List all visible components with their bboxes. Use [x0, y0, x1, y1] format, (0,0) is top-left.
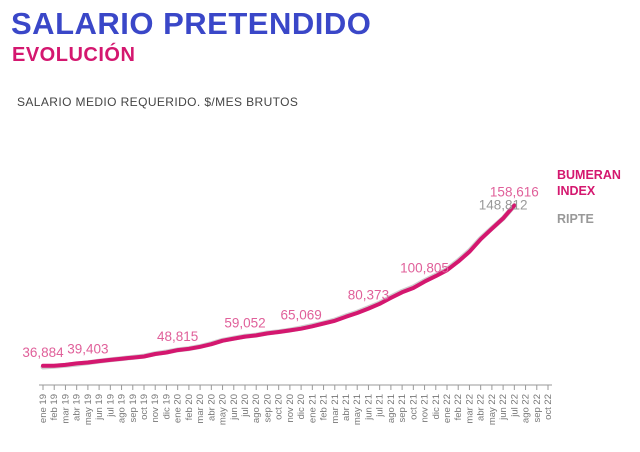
data-label: 48,815: [157, 329, 198, 344]
x-tick-label: oct 21: [408, 394, 419, 420]
x-tick-label: feb 21: [319, 394, 330, 420]
x-tick-label: ene 22: [442, 394, 453, 423]
x-tick-label: ene 20: [173, 394, 184, 423]
x-tick-label: jun 21: [363, 394, 374, 421]
data-label: 100,805: [400, 261, 449, 276]
x-tick-label: jun 22: [498, 394, 509, 421]
series-line-bumeran-index: [41, 203, 517, 368]
x-tick-label: feb 20: [184, 394, 195, 420]
legend-label: BUMERAN: [557, 168, 621, 182]
x-tick-label: ago 21: [386, 394, 397, 423]
x-tick-label: may 22: [487, 394, 498, 425]
x-tick-label: jun 20: [229, 394, 240, 421]
x-tick-label: sep 20: [262, 394, 273, 423]
x-tick-label: dic 21: [431, 394, 442, 419]
x-tick-label: sep 21: [397, 394, 408, 423]
x-tick-label: dic 19: [161, 394, 172, 419]
x-tick-label: ene 19: [38, 394, 49, 423]
x-tick-label: ago 22: [521, 394, 532, 423]
series-line-ripte: [40, 203, 517, 370]
x-tick-label: abr 20: [206, 394, 217, 421]
x-tick-label: oct 19: [139, 394, 150, 420]
chart-subtitle: EVOLUCIÓN: [12, 44, 136, 66]
legend-label: RIPTE: [557, 212, 594, 226]
x-tick-label: nov 20: [285, 394, 296, 423]
x-tick-label: jul 19: [105, 394, 116, 418]
x-tick-label: jul 21: [375, 394, 386, 418]
x-tick-label: sep 22: [532, 394, 543, 423]
x-tick-label: jul 20: [240, 394, 251, 418]
x-tick-label: ago 19: [117, 394, 128, 423]
x-tick-label: abr 22: [476, 394, 487, 421]
x-tick-label: ene 21: [307, 394, 318, 423]
data-label: 80,373: [348, 288, 389, 303]
x-tick-label: abr 21: [341, 394, 352, 421]
data-label: 39,403: [67, 342, 108, 357]
x-tick-label: mar 21: [330, 394, 341, 424]
x-tick-label: may 21: [352, 394, 363, 425]
data-label: 36,884: [22, 345, 64, 360]
chart-note: SALARIO MEDIO REQUERIDO. $/MES BRUTOS: [17, 95, 299, 109]
x-tick-label: sep 19: [128, 394, 139, 423]
x-tick-label: may 20: [218, 394, 229, 425]
x-tick-label: may 19: [83, 394, 94, 425]
x-tick-label: mar 19: [60, 394, 71, 424]
x-tick-label: mar 20: [195, 394, 206, 424]
data-label: 158,616: [490, 185, 539, 200]
x-tick-label: oct 20: [274, 394, 285, 420]
x-tick-label: nov 19: [150, 394, 161, 423]
x-tick-label: dic 20: [296, 394, 307, 419]
x-tick-label: abr 19: [72, 394, 83, 421]
x-tick-label: nov 21: [420, 394, 431, 423]
x-tick-label: jun 19: [94, 394, 105, 421]
x-tick-label: feb 22: [453, 394, 464, 420]
x-tick-label: feb 19: [49, 394, 60, 420]
data-label: 59,052: [224, 316, 265, 331]
data-label: 65,069: [280, 308, 321, 323]
x-tick-label: mar 22: [464, 394, 475, 424]
x-tick-label: oct 22: [543, 394, 554, 420]
x-tick-label: jul 22: [509, 394, 520, 418]
legend-label: INDEX: [557, 184, 596, 198]
x-tick-label: ago 20: [251, 394, 262, 423]
chart-title: SALARIO PRETENDIDO: [11, 6, 372, 41]
data-label: 148,812: [479, 197, 528, 212]
